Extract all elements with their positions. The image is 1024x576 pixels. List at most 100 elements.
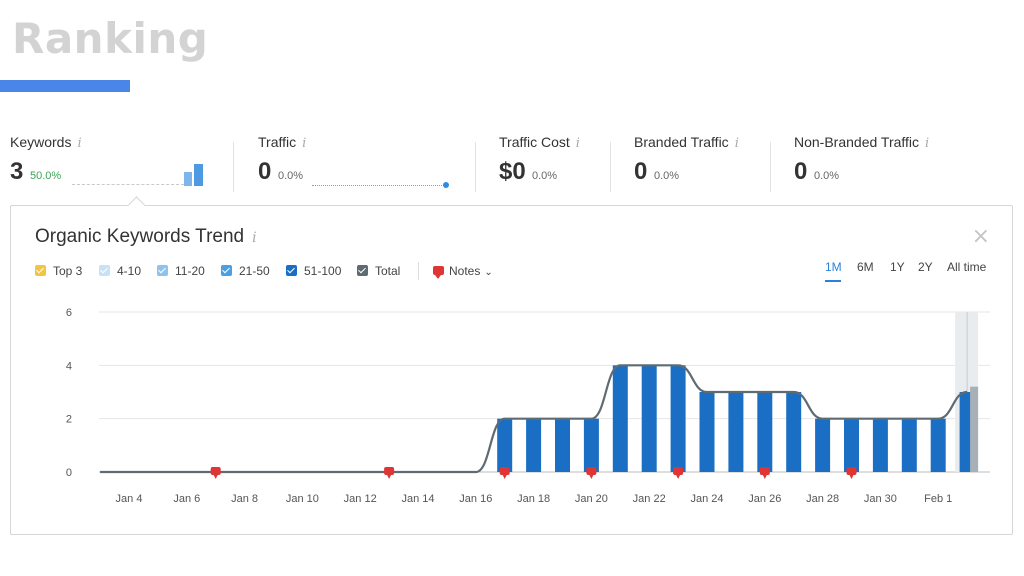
bar	[786, 392, 802, 472]
metric-change: 0.0%	[532, 170, 558, 182]
legend-top3-checkbox[interactable]: Top 3	[35, 264, 82, 278]
info-icon[interactable]: i	[734, 136, 739, 151]
x-tick-label: Jan 30	[864, 493, 897, 505]
x-tick-label: Jan 6	[173, 493, 200, 505]
x-tick-label: Jan 20	[575, 493, 608, 505]
bar	[583, 418, 599, 472]
metric-value: 3	[10, 158, 24, 185]
x-tick-label: Feb 1	[924, 493, 952, 505]
note-marker-tail	[762, 475, 767, 479]
checkbox-icon	[99, 265, 110, 276]
bar	[497, 418, 513, 472]
y-tick-label: 4	[66, 360, 72, 372]
divider	[610, 142, 611, 192]
metrics-summary: Keywords i 3 50.0% Traffic i 0 0.0% Traffi…	[0, 132, 1024, 202]
range-6m[interactable]: 6M	[857, 260, 874, 274]
bar	[670, 365, 686, 472]
range-1m[interactable]: 1M	[825, 260, 842, 274]
bar	[844, 418, 859, 472]
y-tick-label: 6	[66, 307, 72, 319]
note-flag-icon	[433, 266, 444, 279]
bar	[641, 365, 657, 472]
organic-keywords-trend-panel: Organic Keywords Trend i × Top 3 4-10 11-…	[10, 205, 1013, 535]
checkbox-icon	[35, 265, 46, 276]
note-marker	[499, 467, 510, 475]
metric-keywords[interactable]: Keywords i 3 50.0%	[10, 132, 210, 196]
chevron-down-icon: ⌄	[484, 267, 493, 278]
range-1y[interactable]: 1Y	[890, 260, 905, 274]
panel-title-text: Organic Keywords Trend	[35, 226, 245, 247]
metric-traffic[interactable]: Traffic i 0 0.0%	[258, 132, 458, 196]
y-tick-label: 2	[66, 414, 72, 426]
note-marker	[586, 467, 597, 475]
checkbox-icon	[157, 265, 168, 276]
x-tick-label: Jan 4	[116, 493, 143, 505]
panel-title: Organic Keywords Trend i	[35, 226, 257, 248]
legend-label: Top 3	[53, 264, 83, 278]
metric-change: 0.0%	[814, 170, 840, 182]
note-marker-tail	[676, 475, 681, 479]
legend-51-100-checkbox[interactable]: 51-100	[286, 264, 341, 278]
checkbox-icon	[357, 265, 368, 276]
title-accent-bar	[0, 80, 130, 92]
divider	[418, 262, 419, 280]
note-marker-tail	[213, 475, 218, 479]
legend-21-50-checkbox[interactable]: 21-50	[221, 264, 270, 278]
metric-branded-traffic[interactable]: Branded Traffic i 0 0.0%	[634, 132, 764, 196]
bar	[728, 392, 744, 472]
bar	[815, 418, 831, 472]
bar	[757, 392, 773, 472]
note-marker	[759, 467, 770, 475]
bar	[930, 418, 946, 472]
metric-non-branded-traffic[interactable]: Non-Branded Traffic i 0 0.0%	[794, 132, 994, 196]
x-tick-label: Jan 22	[633, 493, 666, 505]
legend-total-checkbox[interactable]: Total	[357, 264, 400, 278]
sparkline-dot	[443, 182, 449, 188]
note-marker-tail	[849, 475, 854, 479]
info-icon[interactable]: i	[575, 136, 580, 151]
metric-value: 0	[634, 158, 648, 185]
legend-label: 11-20	[175, 264, 205, 278]
x-tick-label: Jan 18	[517, 493, 550, 505]
info-icon[interactable]: i	[77, 136, 82, 151]
metric-value: $0	[499, 158, 526, 185]
legend-4-10-checkbox[interactable]: 4-10	[99, 264, 141, 278]
legend-label: 4-10	[117, 264, 142, 278]
x-tick-label: Jan 8	[231, 493, 258, 505]
checkbox-icon	[286, 265, 297, 276]
metric-value: 0	[794, 158, 808, 185]
metric-change: 0.0%	[654, 170, 680, 182]
info-icon[interactable]: i	[252, 230, 257, 246]
range-all-time[interactable]: All time	[947, 260, 987, 274]
bar	[612, 365, 628, 472]
legend-11-20-checkbox[interactable]: 11-20	[157, 264, 205, 278]
bar	[901, 418, 917, 472]
divider	[475, 142, 476, 192]
info-icon[interactable]: i	[925, 136, 930, 151]
metric-value: 0	[258, 158, 272, 185]
legend-label: 21-50	[239, 264, 270, 278]
x-tick-label: Jan 10	[286, 493, 319, 505]
divider	[770, 142, 771, 192]
info-icon[interactable]: i	[302, 136, 307, 151]
sparkline	[312, 185, 446, 186]
close-icon[interactable]: ×	[971, 224, 990, 249]
note-marker-tail	[387, 475, 392, 479]
notes-dropdown[interactable]: Notes ⌄	[433, 264, 493, 279]
metric-change: 50.0%	[30, 170, 62, 182]
x-tick-label: Jan 16	[459, 493, 492, 505]
metric-traffic-cost[interactable]: Traffic Cost i $0 0.0%	[499, 132, 609, 196]
metric-label: Branded Traffic	[634, 134, 729, 150]
metric-change: 0.0%	[278, 170, 304, 182]
bar	[526, 418, 542, 472]
range-2y[interactable]: 2Y	[918, 260, 933, 274]
total-line	[100, 364, 968, 474]
checkbox-icon	[221, 265, 232, 276]
note-marker	[384, 467, 395, 475]
x-tick-label: Jan 12	[344, 493, 377, 505]
metric-label: Keywords	[10, 134, 72, 150]
active-range-underline	[825, 280, 841, 282]
x-tick-label: Jan 24	[690, 493, 723, 505]
metric-label: Non-Branded Traffic	[794, 134, 920, 150]
